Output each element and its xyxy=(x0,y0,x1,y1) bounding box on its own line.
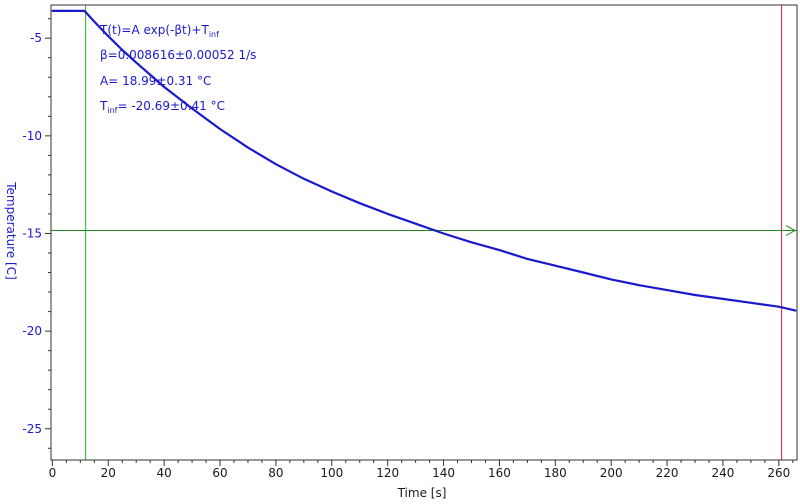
x-tick-label: 160 xyxy=(488,466,511,480)
data-point xyxy=(121,49,124,51)
cursor-arrow-icon xyxy=(785,225,797,236)
data-point xyxy=(414,222,417,225)
data-point xyxy=(777,305,780,308)
x-tick-label: 260 xyxy=(767,466,790,480)
y-tick-label: -15 xyxy=(22,226,42,240)
y-tick-label: -20 xyxy=(22,324,42,338)
data-point xyxy=(83,10,86,12)
data-point xyxy=(358,202,361,205)
x-tick-label: 80 xyxy=(268,466,283,480)
fit-tinf: Tinf= -20.69±0.41 °C xyxy=(99,99,225,115)
data-point xyxy=(722,298,724,300)
x-tick-label: 120 xyxy=(376,466,399,480)
y-axis-title: Temperature [C] xyxy=(4,181,18,280)
data-point xyxy=(638,284,640,287)
fit-amplitude: A= 18.99±0.31 °C xyxy=(100,74,211,88)
data-point xyxy=(275,163,277,166)
data-point xyxy=(526,258,529,260)
data-point xyxy=(694,294,696,296)
data-point xyxy=(191,107,194,110)
data-point xyxy=(330,190,333,193)
data-point xyxy=(107,35,110,38)
x-tick-label: 220 xyxy=(656,466,679,480)
x-tick-label: 100 xyxy=(320,466,343,480)
data-point xyxy=(247,146,249,149)
data-point xyxy=(163,86,166,88)
x-tick-label: 0 xyxy=(49,466,57,480)
x-tick-label: 20 xyxy=(101,466,116,480)
data-point xyxy=(470,241,473,244)
data-point xyxy=(750,301,752,304)
data-point xyxy=(93,20,96,23)
data-point xyxy=(219,128,221,130)
data-point xyxy=(135,61,138,64)
data-point xyxy=(303,177,305,180)
x-axis-title: Time [s] xyxy=(397,486,447,500)
data-point xyxy=(442,232,445,235)
data-point xyxy=(794,309,797,312)
data-series-line xyxy=(52,9,796,312)
x-tick-label: 200 xyxy=(600,466,623,480)
x-tick-label: 240 xyxy=(712,466,735,480)
y-tick-label: -5 xyxy=(30,31,42,45)
x-tick-label: 140 xyxy=(432,466,455,480)
x-tick-label: 60 xyxy=(212,466,227,480)
x-tick-label: 180 xyxy=(544,466,567,480)
y-tick-label: -25 xyxy=(22,422,42,436)
data-point xyxy=(666,289,668,291)
data-point xyxy=(51,10,54,12)
y-tick-label: -10 xyxy=(22,129,42,143)
plot-frame xyxy=(50,4,798,461)
fit-beta: β=0.008616±0.00052 1/s xyxy=(100,48,256,62)
data-point xyxy=(386,213,389,215)
fit-equation: T(t)=A exp(-βt)+Tinf xyxy=(99,23,219,39)
x-tick-label: 40 xyxy=(157,466,172,480)
data-point xyxy=(610,278,613,281)
data-point xyxy=(498,249,501,252)
data-point xyxy=(582,271,585,274)
data-point xyxy=(554,264,557,267)
